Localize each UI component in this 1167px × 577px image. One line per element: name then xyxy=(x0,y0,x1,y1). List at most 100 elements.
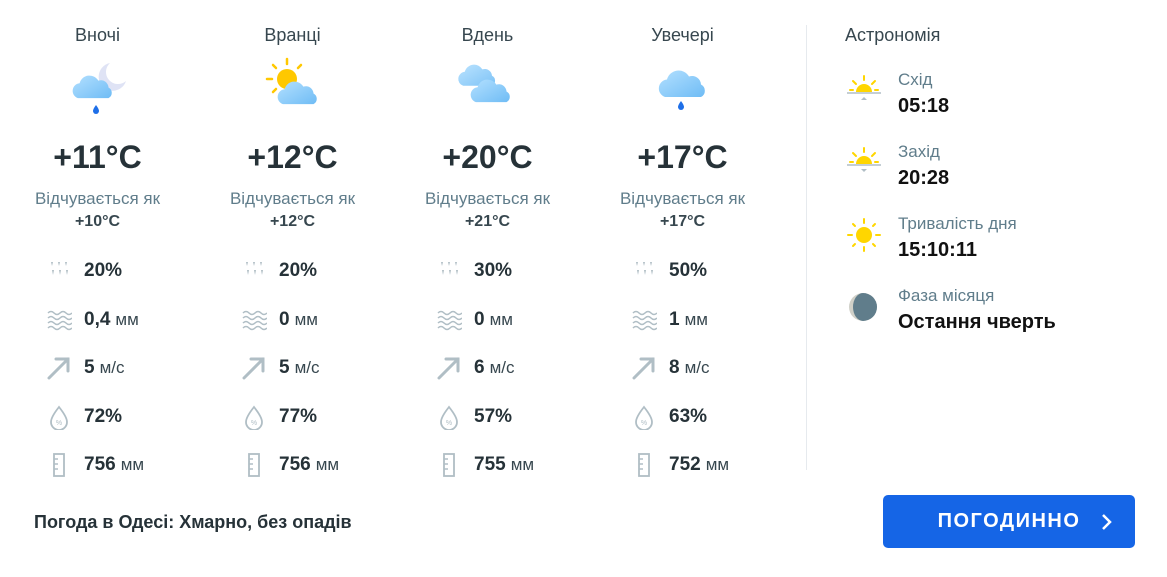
precipitation-unit: мм xyxy=(684,309,708,329)
precip-probability-value: 20% xyxy=(279,260,318,282)
feels-like-value: +12°C xyxy=(269,213,316,230)
wind-row: 5 м/с xyxy=(241,344,339,393)
moon-phase-value: Остання чверть xyxy=(898,311,1056,333)
rain-drops-icon xyxy=(636,262,653,276)
pressure-row: 755 мм xyxy=(436,441,534,490)
wind-row: 5 м/с xyxy=(46,344,144,393)
svg-text:%: % xyxy=(56,420,62,427)
feels-like-label: Відчувається як xyxy=(34,189,161,208)
precipitation-unit: мм xyxy=(489,309,513,329)
wind-value: 8 xyxy=(669,357,680,379)
wind-unit: м/с xyxy=(99,358,125,378)
temperature: +20°C xyxy=(442,139,533,175)
pressure-unit: мм xyxy=(315,455,340,475)
cloud-rain-icon xyxy=(658,70,705,110)
humidity-value: 77% xyxy=(279,405,318,427)
sunrise-value: 05:18 xyxy=(898,95,950,117)
sunrise-item: Схід 05:18 xyxy=(845,70,1056,121)
day-length-value: 15:10:11 xyxy=(898,239,977,261)
barometer-icon xyxy=(248,453,260,478)
astronomy-panel: Астрономія Схід 05:18 Захід 20:28 Триваліс… xyxy=(845,25,1056,337)
precipitation-unit: мм xyxy=(115,309,139,329)
moon-phase-icon xyxy=(849,293,877,321)
day-length-label: Тривалість дня xyxy=(898,214,1017,233)
period-column: Вночі +11°C Відчувається як +10°C 20% 0,4… xyxy=(0,25,195,490)
rain-drops-icon xyxy=(441,262,458,276)
barometer-icon xyxy=(53,453,65,478)
precipitation-value: 0 xyxy=(279,308,290,330)
barometer-icon xyxy=(638,453,650,478)
period-column: Вдень +20°C Відчувається як +21°C 30% 0 мм… xyxy=(390,25,585,490)
sunset-icon xyxy=(847,147,881,172)
precipitation-row: 0 мм xyxy=(241,296,339,345)
wind-row: 6 м/с xyxy=(436,344,534,393)
wind-value: 6 xyxy=(474,357,485,379)
precipitation-row: 0,4 мм xyxy=(46,296,144,345)
sun-icon xyxy=(847,218,881,252)
humidity-drop-icon: % xyxy=(440,405,458,430)
wind-unit: м/с xyxy=(294,358,320,378)
weather-summary: Погода в Одесі: Хмарно, без опадів xyxy=(34,512,352,532)
pressure-unit: мм xyxy=(510,455,535,475)
feels-like-value: +21°C xyxy=(464,213,511,230)
humidity-drop-icon: % xyxy=(635,405,653,430)
sunrise-label: Схід xyxy=(898,70,933,89)
feels-like-value: +17°C xyxy=(659,213,706,230)
feels-like-label: Відчувається як xyxy=(229,189,356,208)
wind-unit: м/с xyxy=(489,358,515,378)
pressure-unit: мм xyxy=(120,455,145,475)
waves-icon xyxy=(47,310,72,330)
wind-arrow-icon xyxy=(437,357,460,380)
humidity-row: % 63% xyxy=(631,393,729,442)
period-label: Увечері xyxy=(651,25,714,45)
cloudy-icon xyxy=(457,64,510,103)
pressure-value: 756 xyxy=(84,454,116,476)
precip-probability-value: 30% xyxy=(474,260,513,282)
barometer-icon xyxy=(443,453,455,478)
pressure-row: 756 мм xyxy=(46,441,144,490)
rain-drops-icon xyxy=(246,262,263,276)
precipitation-row: 0 мм xyxy=(436,296,534,345)
pressure-row: 756 мм xyxy=(241,441,339,490)
sunset-label: Захід xyxy=(898,142,940,161)
svg-text:%: % xyxy=(251,420,257,427)
humidity-value: 72% xyxy=(84,405,123,427)
moon-phase-item: Фаза місяця Остання чверть xyxy=(845,286,1056,337)
hourly-button[interactable]: ПОГОДИННО xyxy=(883,495,1135,548)
waves-icon xyxy=(242,310,267,330)
wind-row: 8 м/с xyxy=(631,344,729,393)
pressure-unit: мм xyxy=(705,455,730,475)
waves-icon xyxy=(632,310,657,330)
pressure-value: 755 xyxy=(474,454,506,476)
svg-text:%: % xyxy=(446,420,452,427)
moon-phase-label: Фаза місяця xyxy=(898,286,995,305)
svg-text:%: % xyxy=(641,420,647,427)
astronomy-title: Астрономія xyxy=(845,25,941,45)
precip-probability-value: 20% xyxy=(84,260,123,282)
period-column: Увечері +17°C Відчувається як +17°C 50% 1… xyxy=(585,25,780,490)
wind-value: 5 xyxy=(279,357,290,379)
temperature: +12°C xyxy=(247,139,338,175)
night-cloud-rain-icon xyxy=(72,63,126,114)
precipitation-unit: мм xyxy=(294,309,318,329)
wind-arrow-icon xyxy=(242,357,265,380)
divider xyxy=(806,25,807,470)
pressure-row: 752 мм xyxy=(631,441,729,490)
chevron-right-icon xyxy=(1102,514,1112,530)
day-length-item: Тривалість дня 15:10:11 xyxy=(845,214,1056,265)
temperature: +11°C xyxy=(53,139,142,175)
pressure-value: 756 xyxy=(279,454,311,476)
period-label: Вдень xyxy=(461,25,514,45)
precip-probability-row: 50% xyxy=(631,247,729,296)
humidity-drop-icon: % xyxy=(245,405,263,430)
precip-probability-row: 20% xyxy=(46,247,144,296)
sunset-value: 20:28 xyxy=(898,167,950,189)
periods: Вночі +11°C Відчувається як +10°C 20% 0,4… xyxy=(0,25,780,490)
precipitation-row: 1 мм xyxy=(631,296,729,345)
humidity-row: % 77% xyxy=(241,393,339,442)
precip-probability-row: 30% xyxy=(436,247,534,296)
humidity-value: 63% xyxy=(669,405,708,427)
wind-value: 5 xyxy=(84,357,95,379)
feels-like-label: Відчувається як xyxy=(619,189,746,208)
